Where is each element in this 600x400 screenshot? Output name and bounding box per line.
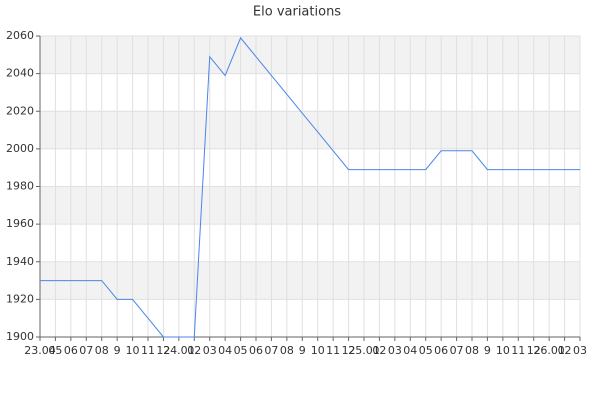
x-tick-label: 06 [64, 344, 78, 357]
x-tick-label: 9 [299, 344, 306, 357]
x-tick-label: 10 [126, 344, 140, 357]
x-tick-label: 10 [311, 344, 325, 357]
x-tick-label: 08 [280, 344, 294, 357]
y-tick-label: 1980 [6, 180, 34, 193]
grid-band [40, 36, 580, 74]
x-tick-label: 11 [511, 344, 525, 357]
y-tick-label: 2000 [6, 142, 34, 155]
grid-band [40, 261, 580, 300]
x-tick-label: 24.01 [163, 344, 195, 357]
line [40, 36, 580, 338]
x-tick-label: 03 [573, 344, 587, 357]
grid-band [40, 111, 580, 149]
x-tick-label: 02 [372, 344, 386, 357]
x-tick-label: 9 [484, 344, 491, 357]
x-tick-label: 12 [527, 344, 541, 357]
y-tick-label: 2060 [6, 29, 34, 42]
x-tick-label: 08 [465, 344, 479, 357]
x-tick-label: 10 [496, 344, 510, 357]
x-tick-label: 07 [264, 344, 278, 357]
x-tick-label: 12 [156, 344, 170, 357]
x-tick-label: 05 [48, 344, 62, 357]
x-tick-label: 07 [450, 344, 464, 357]
y-tick-label: 1940 [6, 255, 34, 268]
x-tick-label: 03 [388, 344, 402, 357]
x-tick-label: 11 [326, 344, 340, 357]
x-tick-label: 26.01 [533, 344, 565, 357]
x-tick-label: 06 [434, 344, 448, 357]
y-tick-label: 2020 [6, 104, 34, 117]
x-tick-label: 03 [203, 344, 217, 357]
y-tick-label: 1900 [6, 330, 34, 343]
y-tick-label: 1920 [6, 292, 34, 305]
grid-band [40, 186, 580, 225]
x-tick-label: 06 [249, 344, 263, 357]
chart-title: Elo variations [253, 5, 341, 20]
y-tick-label: 2040 [6, 67, 34, 80]
x-tick-label: 12 [342, 344, 356, 357]
x-tick-label: 08 [95, 344, 109, 357]
x-tick-label: 04 [218, 344, 232, 357]
x-tick-label: 11 [141, 344, 155, 357]
x-tick-label: 02 [558, 344, 572, 357]
x-tick-label: 9 [114, 344, 121, 357]
x-tick-label: 05 [234, 344, 248, 357]
x-tick-label: 25.01 [348, 344, 380, 357]
y-tick-label: 1960 [6, 217, 34, 230]
x-tick-label: 07 [79, 344, 93, 357]
x-tick-label: 05 [419, 344, 433, 357]
x-tick-label: 02 [187, 344, 201, 357]
x-tick-label: 04 [403, 344, 417, 357]
x-tick-label: 23.04 [24, 344, 56, 357]
